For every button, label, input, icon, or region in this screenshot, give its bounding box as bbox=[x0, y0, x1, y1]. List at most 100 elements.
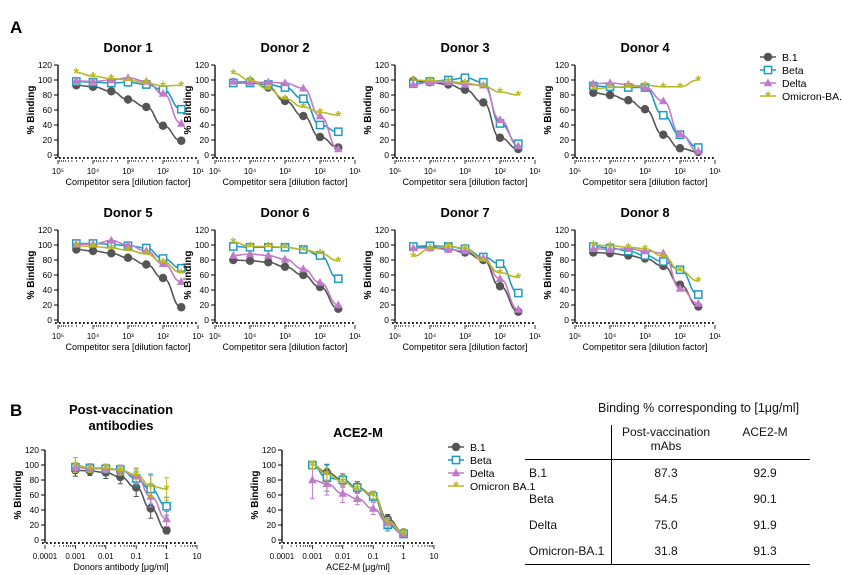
x-tick-label: 10³ bbox=[122, 332, 134, 341]
data-point: * bbox=[164, 482, 170, 499]
y-tick-label: 80 bbox=[43, 255, 53, 265]
x-tick-label: 10² bbox=[494, 332, 506, 341]
data-point: * bbox=[125, 243, 131, 260]
y-tick-label: 0 bbox=[384, 315, 389, 325]
x-tick-label: 10¹ bbox=[709, 167, 721, 176]
x-axis-label: Competitor sera [dilution factor] bbox=[582, 342, 707, 352]
data-point: * bbox=[607, 80, 613, 97]
chart-panel: Donor 4 0 20 40 60 80 100 120 % Binding 10⁵ 10⁴ 10³… bbox=[543, 40, 721, 187]
y-tick-label: 20 bbox=[380, 300, 390, 310]
data-point: * bbox=[642, 78, 648, 95]
y-axis-label: % Binding bbox=[543, 86, 554, 135]
data-point bbox=[142, 246, 151, 255]
data-point bbox=[675, 283, 685, 292]
data-point bbox=[659, 96, 668, 105]
y-tick-label: 60 bbox=[380, 105, 390, 115]
data-point bbox=[176, 263, 186, 273]
data-point: * bbox=[453, 479, 459, 496]
data-point bbox=[107, 249, 116, 258]
y-tick-label: 120 bbox=[195, 225, 209, 235]
x-axis-label: Competitor sera [dilution factor] bbox=[402, 177, 527, 187]
data-point bbox=[142, 260, 151, 269]
legend-label: Omicron-BA.1 bbox=[782, 91, 842, 103]
data-point: * bbox=[230, 235, 236, 252]
y-tick-label: 0 bbox=[204, 315, 209, 325]
data-point: * bbox=[677, 79, 683, 96]
y-tick-label: 80 bbox=[380, 255, 390, 265]
y-tick-label: 100 bbox=[375, 75, 389, 85]
y-tick-label: 120 bbox=[375, 225, 389, 235]
mabs-value-cell: 54.5 bbox=[654, 492, 678, 506]
data-point bbox=[694, 298, 703, 307]
x-tick-label: 10⁵ bbox=[52, 332, 64, 341]
data-point: * bbox=[642, 241, 648, 258]
y-tick-label: 40 bbox=[43, 120, 53, 130]
variant-cell: Delta bbox=[525, 512, 612, 538]
data-point bbox=[299, 270, 308, 280]
x-tick-label: 10² bbox=[314, 167, 326, 176]
x-tick-label: 10¹ bbox=[192, 167, 204, 176]
data-point bbox=[245, 249, 255, 258]
chart-panel: Donor 7 0 20 40 60 80 100 120 % Binding 10⁵ 10⁴ 10³… bbox=[363, 205, 541, 352]
y-tick-label: 120 bbox=[38, 60, 52, 70]
data-point: * bbox=[133, 467, 139, 484]
data-point: * bbox=[148, 479, 154, 496]
data-point bbox=[123, 73, 133, 81]
data-point bbox=[409, 243, 418, 252]
data-point: * bbox=[117, 463, 123, 480]
x-axis-label: Competitor sera [dilution factor] bbox=[222, 177, 347, 187]
y-axis-label: % Binding bbox=[543, 251, 554, 300]
x-axis-label: ACE2-M [μg/ml] bbox=[326, 562, 390, 572]
data-point: * bbox=[462, 76, 468, 93]
y-tick-label: 0 bbox=[564, 150, 569, 160]
table-header-cell bbox=[525, 425, 612, 460]
y-tick-label: 20 bbox=[200, 135, 210, 145]
y-tick-label: 40 bbox=[560, 285, 570, 295]
y-tick-label: 100 bbox=[262, 460, 276, 470]
x-tick-label: 10⁴ bbox=[424, 167, 437, 176]
data-point bbox=[123, 253, 133, 262]
legend-label: Beta bbox=[470, 455, 492, 467]
table-header-row: Post-vaccination mAbs ACE2-M bbox=[525, 425, 810, 460]
data-point bbox=[142, 102, 151, 112]
data-point bbox=[308, 475, 317, 484]
y-tick-label: 0 bbox=[47, 150, 52, 160]
data-point bbox=[177, 118, 186, 127]
data-point: * bbox=[340, 474, 346, 491]
data-point bbox=[605, 78, 615, 87]
y-tick-label: 0 bbox=[34, 535, 39, 545]
data-point bbox=[132, 483, 141, 492]
data-point bbox=[228, 242, 238, 251]
data-point: * bbox=[247, 73, 253, 90]
data-point bbox=[158, 121, 168, 130]
y-tick-label: 40 bbox=[43, 285, 53, 295]
data-point bbox=[495, 282, 505, 291]
x-tick-label: 10⁴ bbox=[424, 332, 437, 341]
y-axis-label: % Binding bbox=[183, 251, 194, 300]
chart-panel: Donor 3 0 20 40 60 80 100 120 % Binding 10⁵ 10⁴ 10³… bbox=[363, 40, 541, 187]
x-tick-label: 0.01 bbox=[98, 552, 114, 561]
panel-label-a: A bbox=[10, 18, 22, 37]
data-point bbox=[334, 144, 343, 153]
data-point bbox=[659, 130, 668, 139]
y-tick-label: 80 bbox=[267, 475, 277, 485]
data-point bbox=[353, 494, 362, 502]
y-tick-label: 40 bbox=[267, 505, 277, 515]
series-line bbox=[76, 244, 182, 274]
legend-label: B.1 bbox=[470, 442, 486, 454]
data-point: * bbox=[480, 253, 486, 270]
y-axis-label: % Binding bbox=[26, 86, 37, 135]
chart-title: Donor 7 bbox=[440, 205, 489, 220]
x-axis-label: Competitor sera [dilution factor] bbox=[402, 342, 527, 352]
x-tick-label: 10 bbox=[430, 552, 439, 561]
data-point bbox=[162, 501, 171, 511]
data-point: * bbox=[309, 458, 315, 475]
x-tick-label: 10³ bbox=[122, 167, 134, 176]
data-point: * bbox=[385, 514, 391, 531]
x-axis-label: Competitor sera [dilution factor] bbox=[582, 177, 707, 187]
data-point bbox=[264, 258, 273, 267]
legend-label: Beta bbox=[782, 65, 804, 77]
data-point bbox=[88, 239, 98, 248]
data-point: * bbox=[462, 241, 468, 258]
